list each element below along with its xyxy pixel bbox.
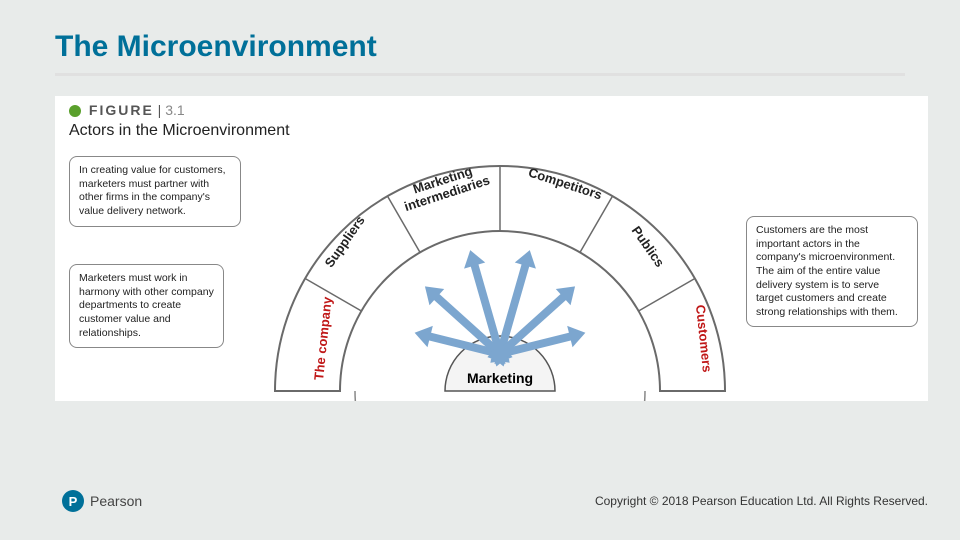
pearson-mark-icon: P (62, 490, 84, 512)
figure-title: Actors in the Microenvironment (69, 122, 290, 140)
figure-number: 3.1 (165, 102, 184, 118)
microenvironment-diagram: The company Suppliers Marketing intermed… (255, 141, 745, 401)
figure-header: FIGURE | 3.1 (69, 102, 185, 118)
figure-panel: FIGURE | 3.1 Actors in the Microenvironm… (55, 96, 928, 401)
callout-customers-important: Customers are the most important actors … (746, 216, 918, 327)
callout-partner-firms: In creating value for customers, markete… (69, 156, 241, 227)
circle-bullet-icon (69, 105, 81, 117)
page-title: The Microenvironment (55, 30, 377, 64)
callout-company-departments: Marketers must work in harmony with othe… (69, 264, 224, 348)
figure-label: FIGURE (89, 102, 154, 118)
center-marketing-label: Marketing (467, 370, 533, 386)
brand-name: Pearson (90, 493, 142, 509)
copyright-text: Copyright © 2018 Pearson Education Ltd. … (595, 494, 928, 508)
brand-logo: P Pearson (62, 490, 142, 512)
title-underline (55, 73, 905, 76)
